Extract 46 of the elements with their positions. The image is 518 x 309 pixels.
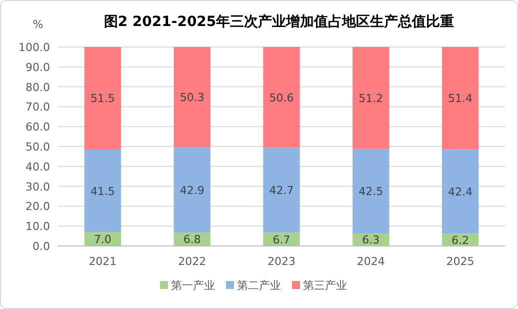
data-label: 6.8 <box>183 233 201 246</box>
data-label: 42.9 <box>180 184 204 197</box>
x-tick-label: 2025 <box>446 255 474 268</box>
data-label: 6.7 <box>272 233 290 246</box>
data-label: 51.5 <box>90 92 115 106</box>
bar <box>174 147 210 232</box>
y-tick-label: 0.0 <box>32 240 50 253</box>
y-tick-label: 80.0 <box>26 80 50 94</box>
data-label: 42.5 <box>358 185 384 198</box>
x-tick-label: 2023 <box>268 255 296 268</box>
legend-label: 第一产业 <box>171 279 215 292</box>
y-axis-title: % <box>32 18 44 31</box>
bar <box>174 47 210 148</box>
data-label: 6.3 <box>362 234 380 247</box>
data-label: 51.4 <box>448 92 473 106</box>
y-tick-label: 40.0 <box>26 160 50 174</box>
data-label: 6.2 <box>452 234 470 247</box>
data-label: 41.5 <box>90 184 115 198</box>
bar <box>442 149 479 234</box>
y-tick-label: 70.0 <box>26 100 50 114</box>
bar <box>263 47 300 148</box>
bar <box>84 149 122 232</box>
bar <box>442 47 479 150</box>
y-tick-label: 60.0 <box>26 120 50 134</box>
y-tick-label: 100.0 <box>18 41 50 54</box>
data-label: 51.2 <box>358 92 384 105</box>
bar <box>352 47 390 149</box>
data-label: 42.4 <box>448 185 473 198</box>
data-label: 7.0 <box>94 233 112 246</box>
y-tick-label: 90.0 <box>26 60 50 74</box>
data-label: 50.6 <box>269 91 294 104</box>
y-tick-label: 50.0 <box>26 140 50 154</box>
x-tick-label: 2021 <box>88 255 117 268</box>
y-tick-label: 20.0 <box>26 200 50 214</box>
bar <box>263 148 300 233</box>
chart-title: 图2 2021-2025年三次产业增加值占地区生产总值比重 <box>104 13 454 30</box>
legend-label: 第三产业 <box>303 279 347 292</box>
x-tick-label: 2024 <box>356 255 385 268</box>
y-tick-label: 10.0 <box>26 220 50 234</box>
bar <box>84 47 122 150</box>
data-label: 50.3 <box>180 91 204 104</box>
data-label: 42.7 <box>269 184 294 198</box>
legend-label: 第二产业 <box>237 279 281 292</box>
x-tick-label: 2022 <box>178 255 206 268</box>
bar <box>352 148 390 234</box>
y-tick-label: 30.0 <box>26 180 50 194</box>
